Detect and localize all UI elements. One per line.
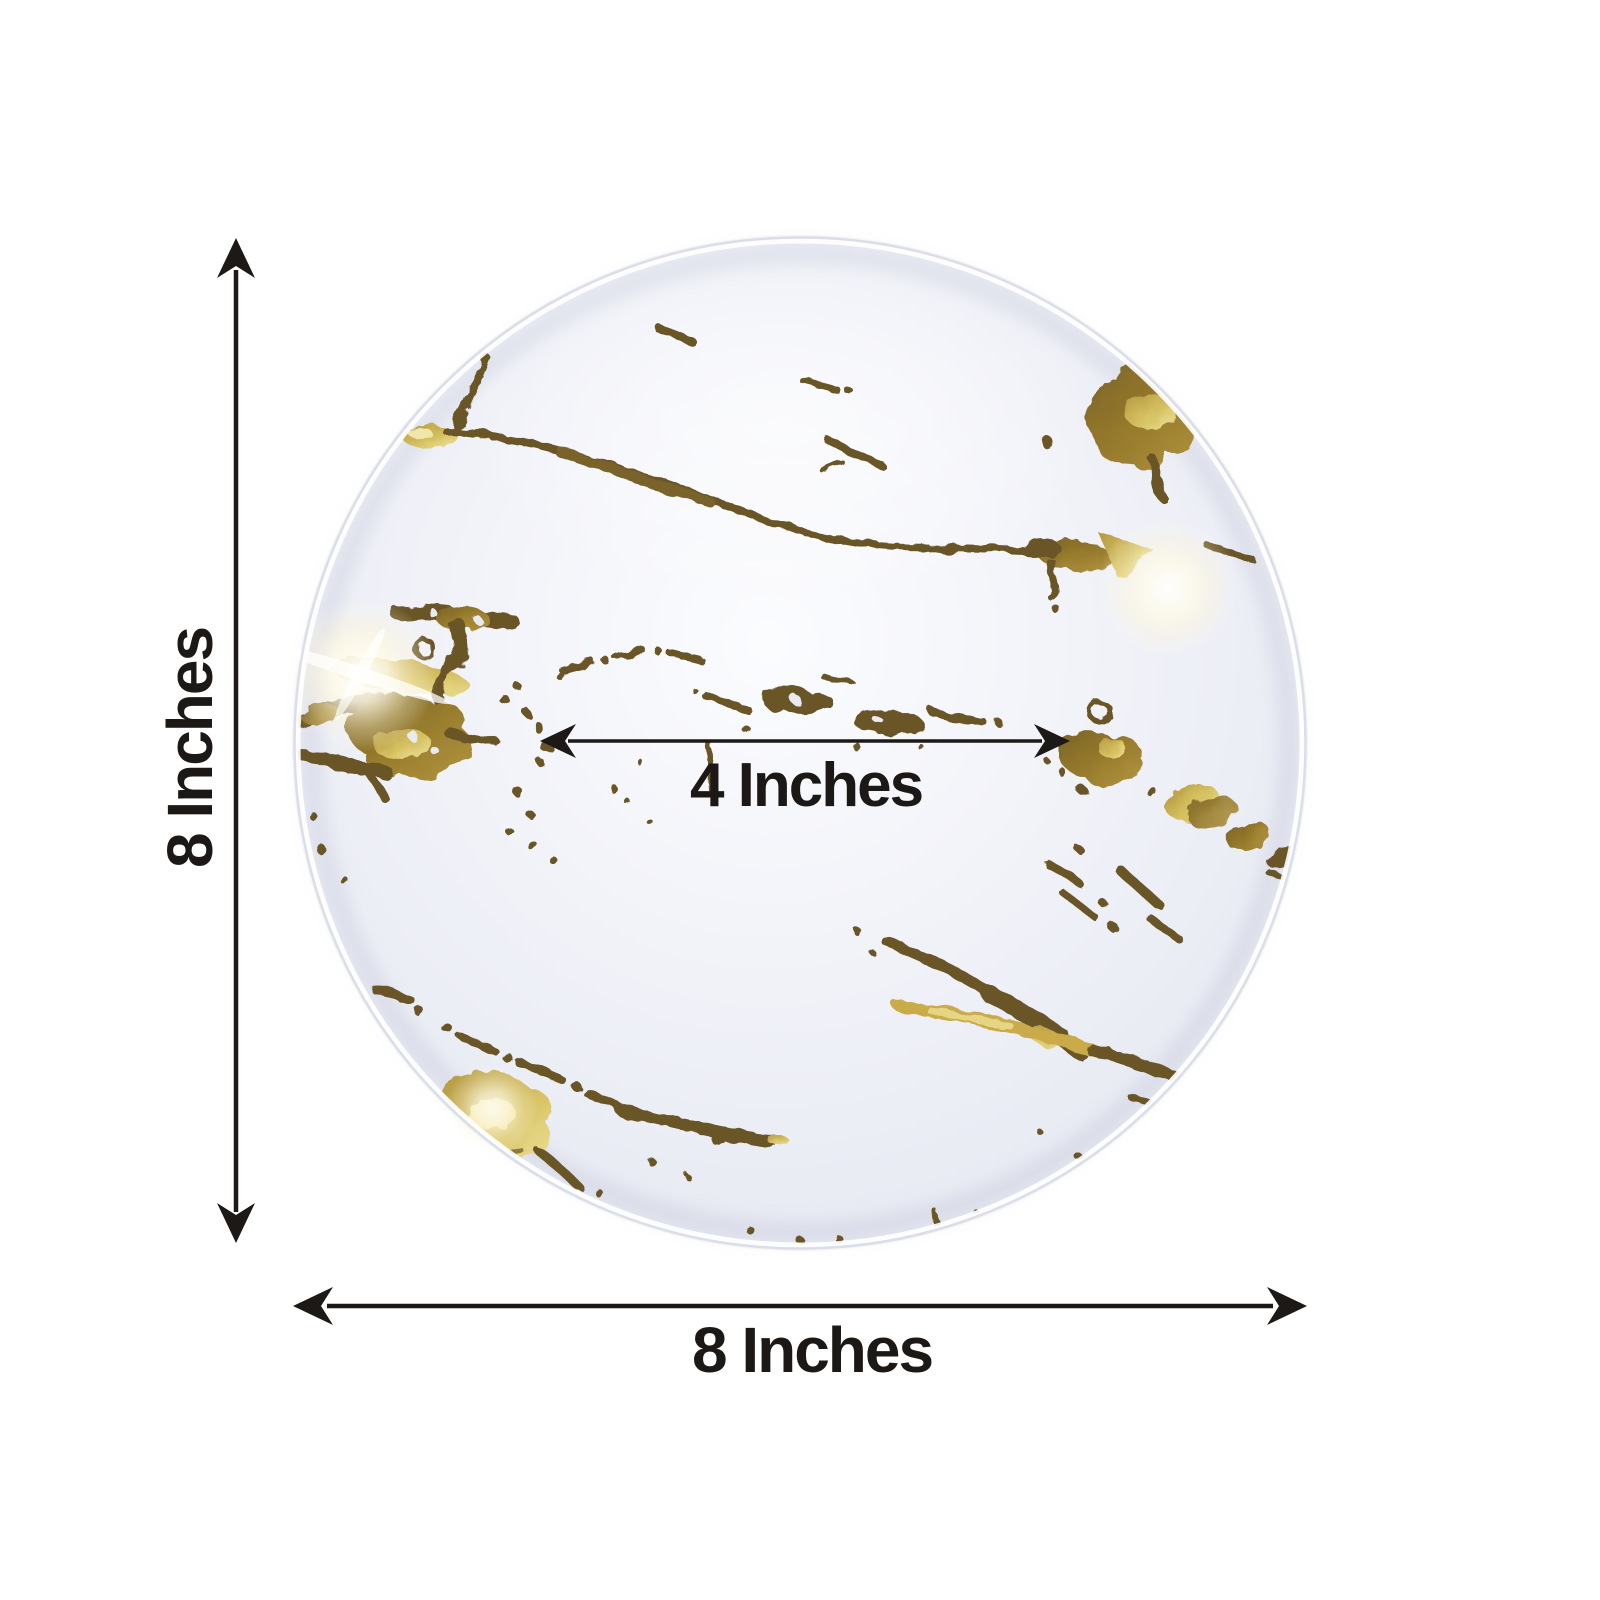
plate-rim-inner-edge (295, 238, 1305, 1248)
width-dimension-arrow (293, 1287, 1307, 1325)
arrowhead-left-icon (293, 1287, 333, 1325)
plate-glare-highlights (269, 516, 1240, 1154)
plate-rim-outer-edge (293, 236, 1307, 1250)
inner-dimension-arrow (540, 724, 1070, 758)
height-dimension-arrow (217, 238, 255, 1243)
plate-image (269, 234, 1308, 1251)
arrowhead-up-icon (217, 238, 255, 278)
arrowhead-left-icon (540, 724, 576, 758)
plate-top-highlight (464, 234, 1104, 614)
arrowhead-right-icon (1267, 1287, 1307, 1325)
inner-dimension-label: 4 Inches (690, 751, 922, 820)
height-dimension-label: 8 Inches (154, 628, 226, 868)
arrowhead-right-icon (1034, 724, 1070, 758)
arrowhead-down-icon (217, 1203, 255, 1243)
width-dimension-label: 8 Inches (692, 1314, 932, 1386)
